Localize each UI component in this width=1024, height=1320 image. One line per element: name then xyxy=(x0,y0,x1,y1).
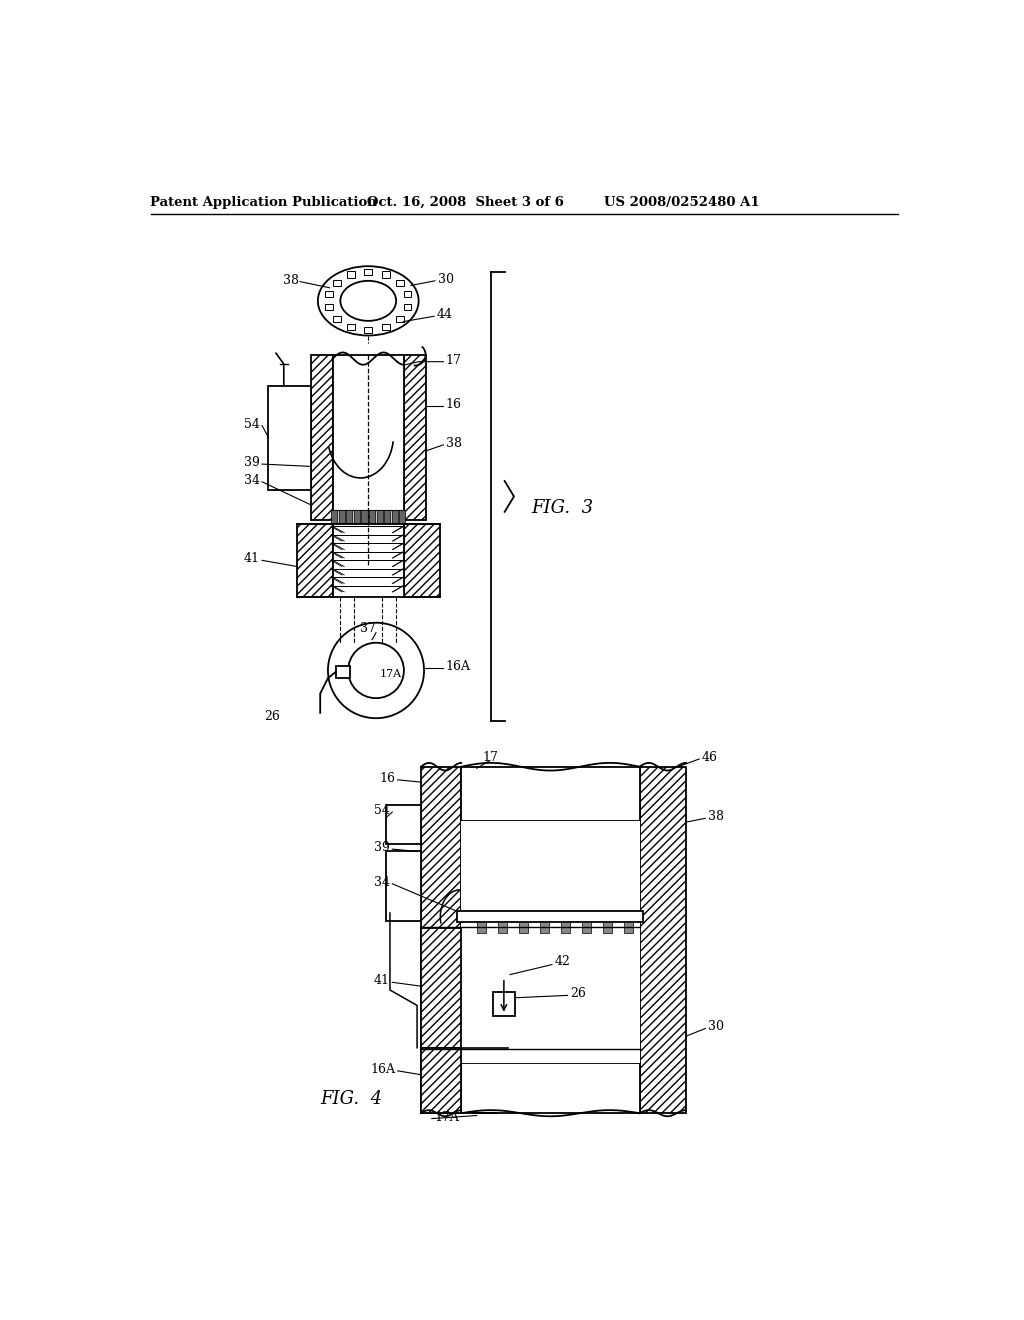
Bar xyxy=(399,510,406,524)
Text: FIG.  4: FIG. 4 xyxy=(321,1090,382,1109)
Bar xyxy=(458,911,643,923)
Bar xyxy=(325,292,333,297)
Bar xyxy=(603,923,612,933)
Text: 17: 17 xyxy=(445,354,462,367)
Bar xyxy=(346,510,352,524)
Bar xyxy=(377,510,383,524)
Bar xyxy=(403,292,412,297)
Text: 41: 41 xyxy=(244,552,260,565)
Text: US 2008/0252480 A1: US 2008/0252480 A1 xyxy=(604,195,760,209)
Text: Oct. 16, 2008  Sheet 3 of 6: Oct. 16, 2008 Sheet 3 of 6 xyxy=(367,195,563,209)
Text: 16: 16 xyxy=(445,399,462,412)
Bar xyxy=(339,510,345,524)
Bar xyxy=(421,928,461,1048)
Bar xyxy=(624,923,633,933)
Text: 39: 39 xyxy=(244,455,260,469)
Text: 30: 30 xyxy=(438,273,454,286)
Bar xyxy=(325,305,333,310)
Bar xyxy=(347,325,354,330)
Text: 54: 54 xyxy=(244,417,260,430)
Text: 46: 46 xyxy=(701,751,718,764)
Bar xyxy=(311,355,333,520)
Bar xyxy=(421,1048,461,1113)
Bar xyxy=(347,272,354,277)
Bar xyxy=(333,315,341,322)
Bar xyxy=(561,923,570,933)
Bar xyxy=(477,923,486,933)
Ellipse shape xyxy=(317,267,419,335)
Text: FIG.  3: FIG. 3 xyxy=(531,499,593,517)
Text: 17A: 17A xyxy=(434,1110,459,1123)
Bar xyxy=(365,327,372,333)
Bar xyxy=(384,510,390,524)
Bar xyxy=(396,315,403,322)
Text: Patent Application Publication: Patent Application Publication xyxy=(151,195,377,209)
Bar xyxy=(382,272,389,277)
Text: 26: 26 xyxy=(264,710,280,723)
Text: 16A: 16A xyxy=(445,660,471,673)
Bar xyxy=(461,1063,640,1113)
Text: 17A: 17A xyxy=(380,669,402,680)
Text: 39: 39 xyxy=(374,841,390,854)
Bar xyxy=(640,767,686,1113)
Bar xyxy=(540,923,549,933)
Bar xyxy=(336,665,349,678)
Text: 26: 26 xyxy=(569,987,586,1001)
Bar xyxy=(331,510,337,524)
Bar xyxy=(519,923,528,933)
Ellipse shape xyxy=(340,281,396,321)
Bar xyxy=(365,268,372,275)
Bar xyxy=(333,355,403,520)
Bar xyxy=(498,923,507,933)
Text: 34: 34 xyxy=(374,875,390,888)
Bar xyxy=(333,524,403,598)
Bar xyxy=(461,767,640,821)
Text: 37: 37 xyxy=(360,622,376,635)
Bar xyxy=(403,305,412,310)
Text: 34: 34 xyxy=(244,474,260,487)
Text: 38: 38 xyxy=(283,273,299,286)
Bar xyxy=(403,524,439,598)
Text: 38: 38 xyxy=(445,437,462,450)
Bar xyxy=(386,851,421,921)
Bar xyxy=(361,510,368,524)
Text: 16A: 16A xyxy=(371,1063,395,1076)
Text: 44: 44 xyxy=(436,308,453,321)
Text: 54: 54 xyxy=(374,804,390,817)
Bar xyxy=(493,991,515,1016)
Bar xyxy=(461,821,640,1063)
Text: 16: 16 xyxy=(379,772,395,785)
Bar xyxy=(386,805,421,843)
Bar xyxy=(369,510,375,524)
Bar xyxy=(421,767,461,1113)
Bar xyxy=(582,923,591,933)
Text: 38: 38 xyxy=(708,810,724,824)
Bar xyxy=(333,280,341,285)
Bar xyxy=(382,325,389,330)
Text: 17: 17 xyxy=(482,751,498,764)
Text: 42: 42 xyxy=(554,954,570,968)
Bar xyxy=(391,510,398,524)
Bar xyxy=(396,280,403,285)
Bar xyxy=(333,510,403,524)
Bar xyxy=(268,385,311,490)
Text: 41: 41 xyxy=(374,974,390,987)
Bar xyxy=(297,524,333,598)
Bar xyxy=(353,510,360,524)
Bar xyxy=(403,355,426,520)
Text: 30: 30 xyxy=(708,1020,724,1034)
